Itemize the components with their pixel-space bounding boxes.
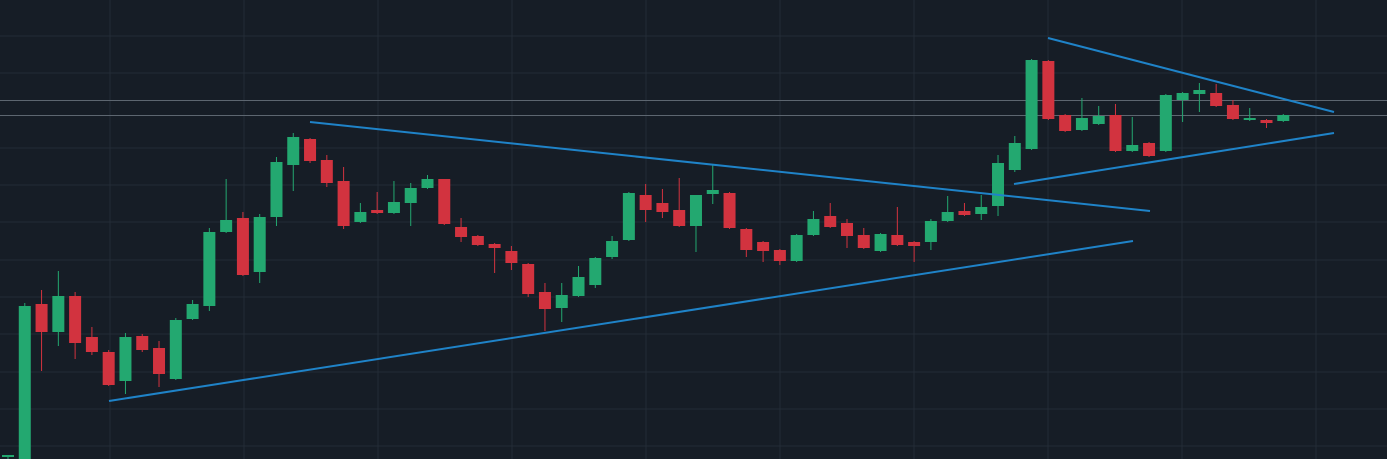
trendline (1013, 132, 1335, 185)
candle-body (857, 235, 870, 248)
candle-body (589, 258, 602, 285)
candle-body (1260, 120, 1273, 123)
candle-body (169, 320, 182, 379)
candle-body (421, 179, 434, 188)
trendline (309, 121, 1151, 212)
candle-body (2, 455, 14, 457)
candle-body (706, 190, 719, 194)
candle-body (35, 304, 48, 332)
candle-body (773, 250, 786, 261)
candle-body (1025, 60, 1038, 149)
candle-body (1176, 93, 1189, 100)
candle-body (1059, 115, 1072, 131)
candle-body (1226, 105, 1239, 119)
candle-body (1193, 90, 1206, 94)
candle-body (975, 207, 988, 214)
candle-body (253, 217, 266, 272)
trendlines (108, 37, 1335, 402)
candle-body (924, 221, 937, 242)
trendline (1047, 37, 1335, 113)
candle-body (1277, 115, 1290, 121)
candle-body (639, 195, 652, 210)
candle-body (908, 242, 921, 246)
candles (2, 59, 1290, 459)
candle-body (1042, 61, 1055, 119)
candle-body (52, 296, 65, 332)
candle-body (757, 242, 770, 251)
candle-body (85, 337, 98, 352)
candle-body (572, 277, 585, 296)
candle-body (471, 236, 484, 245)
candle-body (354, 212, 367, 222)
candle-body (505, 251, 518, 263)
candle-body (18, 306, 31, 459)
candle-body (874, 234, 887, 251)
candle-body (488, 244, 501, 248)
candle-body (606, 241, 619, 257)
candle-body (404, 188, 417, 203)
candle-body (387, 202, 400, 213)
candle-body (203, 232, 216, 306)
candle-body (270, 162, 283, 217)
candle-body (102, 352, 115, 385)
candle-body (740, 229, 753, 250)
candle-body (455, 227, 468, 237)
candle-body (287, 137, 300, 165)
candle-body (807, 219, 820, 235)
candle-body (186, 304, 199, 319)
candle-body (841, 223, 853, 236)
candle-body (689, 195, 702, 226)
candle-body (790, 235, 803, 261)
candle-body (1109, 115, 1122, 151)
candle-body (992, 163, 1005, 206)
candle-body (1008, 143, 1021, 170)
candle-body (136, 336, 149, 350)
candle-body (220, 220, 233, 232)
candle-body (337, 181, 350, 226)
candle-body (1210, 93, 1223, 106)
candle-body (1159, 95, 1172, 151)
candle-body (891, 235, 904, 245)
candle-body (1075, 118, 1088, 130)
candle-body (673, 210, 686, 226)
candle-body (656, 203, 669, 212)
candle-body (723, 193, 736, 228)
candle-body (371, 210, 384, 213)
candle-body (119, 337, 132, 381)
candle-body (438, 179, 451, 224)
candle-body (1143, 143, 1156, 156)
trendline (108, 240, 1134, 402)
candle-body (1243, 118, 1256, 120)
candle-body (320, 160, 333, 183)
candle-body (824, 216, 837, 227)
candle-body (1126, 145, 1139, 151)
candle-body (555, 295, 568, 308)
candle-body (538, 292, 551, 309)
candle-body (522, 264, 535, 294)
candle-body (153, 348, 166, 374)
candle-body (304, 139, 317, 161)
candle-body (941, 212, 954, 221)
candle-body (1092, 116, 1105, 124)
candle-body (622, 193, 635, 240)
candle-body (236, 218, 249, 275)
candle-body (958, 211, 971, 215)
candle-body (69, 296, 82, 343)
